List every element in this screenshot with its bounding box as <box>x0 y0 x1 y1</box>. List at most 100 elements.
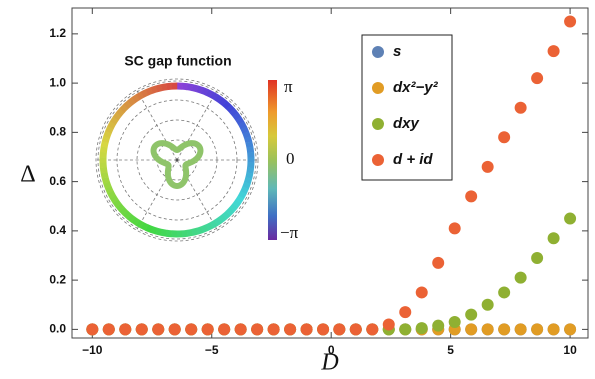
point <box>481 160 494 173</box>
gap-ring <box>127 97 136 107</box>
gap-ring <box>107 121 117 130</box>
gap-ring <box>245 141 254 149</box>
gap-ring <box>186 228 194 237</box>
gap-ring <box>222 100 232 110</box>
gap-ring <box>100 171 109 179</box>
point <box>168 323 181 336</box>
gap-ring <box>103 130 112 139</box>
gap-ring <box>200 224 209 233</box>
gap-ring <box>196 85 204 94</box>
point <box>300 323 313 336</box>
point <box>366 323 379 336</box>
gap-ring <box>201 87 209 96</box>
gap-ring <box>123 100 132 110</box>
polar-grid <box>95 78 259 242</box>
colorbar-label: π <box>284 77 293 96</box>
legend-marker <box>372 154 384 166</box>
gap-ring <box>237 190 247 199</box>
gap-ring <box>107 190 116 199</box>
point <box>234 323 247 336</box>
gap-ring <box>150 85 158 94</box>
gap-ring <box>210 91 219 101</box>
legend-marker <box>372 82 384 94</box>
gap-ring <box>214 217 223 226</box>
gap-ring <box>186 83 194 92</box>
gap-ring <box>218 97 228 107</box>
gap-ring <box>112 199 122 208</box>
gap-ring <box>115 203 125 212</box>
point <box>448 222 461 235</box>
y-tick-label: 1.2 <box>49 26 66 40</box>
point <box>267 323 280 336</box>
gap-ring <box>225 207 235 216</box>
gap-ring <box>240 126 249 134</box>
plot-frame <box>71 7 589 339</box>
point <box>481 323 494 336</box>
point <box>547 323 560 336</box>
point <box>284 323 297 336</box>
point <box>349 323 362 336</box>
gap-ring <box>131 216 140 226</box>
gap-ring <box>232 112 242 121</box>
gap-ring <box>150 226 158 235</box>
gap-ring <box>135 219 144 229</box>
colorbar-label: 0 <box>286 149 295 168</box>
point <box>465 190 478 203</box>
y-tick-label: 0.4 <box>49 223 66 237</box>
point <box>135 323 148 336</box>
point <box>498 286 511 299</box>
x-tick-label: −10 <box>82 343 103 357</box>
gap-ring <box>235 116 245 125</box>
gap-ring <box>115 107 125 117</box>
gap-ring <box>155 227 163 236</box>
gap-ring <box>105 186 114 194</box>
point <box>333 323 346 336</box>
gap-ring <box>240 186 249 195</box>
point <box>119 323 132 336</box>
point <box>465 323 478 336</box>
polar-grid <box>116 99 238 221</box>
gap-ring <box>140 222 149 231</box>
gap-ring <box>160 83 168 92</box>
gap-ring <box>229 203 239 213</box>
legend-label: dxy <box>393 115 420 132</box>
point <box>564 212 577 225</box>
point <box>564 323 577 336</box>
gap-ring <box>243 177 253 185</box>
polar-center <box>175 158 179 162</box>
gap-ring <box>244 136 253 144</box>
point <box>201 323 214 336</box>
gap-ring <box>196 226 204 235</box>
gap-ring <box>140 89 149 98</box>
gap-ring <box>238 121 247 130</box>
point <box>514 101 527 114</box>
gap-ring <box>205 222 214 231</box>
gap-ring <box>246 146 255 153</box>
x-tick-label: −5 <box>205 343 219 357</box>
gap-ring <box>165 229 173 238</box>
x-axis-label: D <box>320 350 338 376</box>
point <box>152 323 165 336</box>
point <box>415 286 428 299</box>
point <box>465 308 478 321</box>
gap-ring <box>105 125 114 134</box>
gap-ring <box>109 116 119 125</box>
point <box>514 271 527 284</box>
gap-ring <box>205 89 214 98</box>
legend-marker <box>372 118 384 130</box>
gap-ring <box>126 213 136 223</box>
point <box>86 323 99 336</box>
point <box>547 232 560 245</box>
legend-marker <box>372 46 384 58</box>
gap-ring <box>242 130 251 139</box>
point <box>498 323 511 336</box>
gap-ring <box>246 167 255 174</box>
gap-ring <box>214 94 223 104</box>
y-axis-label: Δ <box>20 162 35 188</box>
inset: SC gap function π 0 −π <box>95 53 299 242</box>
gap-ring <box>119 206 129 216</box>
colorbar <box>268 80 277 240</box>
gap-ring <box>112 112 122 121</box>
point <box>514 323 527 336</box>
gap-ring <box>209 219 219 229</box>
